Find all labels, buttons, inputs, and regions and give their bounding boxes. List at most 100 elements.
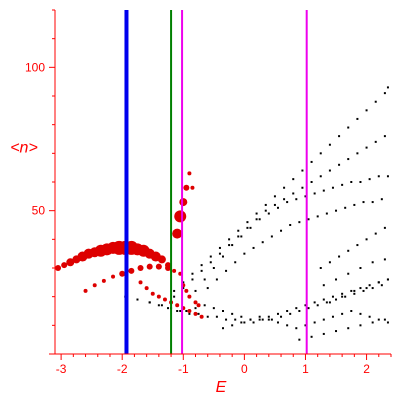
black-data-point (377, 281, 380, 284)
black-data-point (331, 186, 334, 189)
red-data-point (83, 288, 88, 293)
black-data-point (225, 269, 228, 272)
black-data-point (157, 304, 160, 307)
black-data-point (258, 218, 261, 221)
black-data-point (313, 321, 316, 324)
black-data-point (286, 310, 289, 312)
red-data-point (179, 198, 188, 207)
black-data-point (386, 175, 389, 178)
black-data-point (234, 261, 237, 264)
black-data-point (319, 175, 322, 178)
red-data-point (138, 280, 143, 285)
black-data-point (225, 318, 228, 321)
black-data-point (310, 160, 313, 163)
black-data-point (246, 221, 249, 224)
black-data-point (380, 284, 383, 287)
black-data-point (365, 238, 368, 241)
black-data-point (276, 206, 279, 209)
black-data-point (276, 312, 279, 315)
black-data-point (377, 175, 380, 178)
black-data-point (371, 321, 374, 324)
black-data-point (191, 278, 194, 281)
red-data-point (137, 265, 144, 271)
black-data-point (283, 186, 286, 189)
black-data-point (203, 278, 206, 281)
black-data-point (310, 335, 313, 338)
black-data-point (267, 318, 270, 321)
red-data-point (92, 283, 97, 288)
black-data-point (304, 304, 307, 307)
black-data-point (206, 287, 209, 290)
black-data-point (371, 201, 374, 204)
black-data-point (328, 301, 331, 304)
black-data-point (322, 332, 325, 335)
black-data-point (222, 310, 224, 312)
black-data-point (200, 264, 203, 267)
black-data-point (160, 304, 163, 307)
black-data-point (185, 310, 188, 312)
black-data-point (234, 318, 237, 321)
black-data-point (264, 209, 267, 212)
black-data-point (307, 307, 310, 310)
black-data-point (359, 287, 362, 290)
red-data-point (193, 311, 198, 316)
black-data-point (307, 218, 310, 221)
black-data-point (380, 198, 383, 201)
black-data-point (341, 312, 344, 315)
black-data-point (301, 169, 304, 172)
red-data-point (111, 274, 116, 279)
black-data-point (264, 203, 267, 206)
black-data-point (325, 212, 328, 215)
black-data-point (383, 135, 386, 138)
black-data-point (295, 307, 298, 310)
black-data-point (252, 321, 255, 324)
red-data-point (155, 263, 162, 270)
red-data-point (172, 228, 183, 239)
black-data-point (261, 241, 264, 244)
x-axis-label: E (216, 379, 227, 396)
black-data-point (194, 307, 197, 310)
black-data-point (237, 229, 240, 232)
black-data-point (356, 244, 359, 247)
black-data-point (292, 192, 295, 195)
black-data-point (331, 295, 334, 298)
red-data-point (162, 297, 167, 302)
black-data-point (231, 312, 234, 315)
black-data-point (267, 315, 270, 318)
red-data-point (101, 278, 106, 283)
black-data-point (304, 195, 307, 198)
x-tick-label: 1 (302, 362, 309, 376)
black-data-point (289, 312, 292, 315)
black-data-point (365, 146, 368, 149)
black-data-point (319, 152, 322, 155)
black-data-point (243, 252, 246, 255)
black-data-point (209, 261, 212, 264)
black-data-point (246, 226, 249, 229)
black-data-point (356, 117, 359, 120)
black-data-point (295, 198, 298, 201)
x-tick-label: 0 (241, 362, 248, 376)
black-data-point (322, 189, 325, 192)
black-data-point (228, 244, 231, 247)
black-data-point (273, 195, 276, 198)
black-data-point (212, 307, 215, 310)
red-data-point (172, 268, 177, 273)
black-data-point (276, 321, 279, 324)
black-data-point (188, 312, 191, 315)
black-data-point (280, 229, 283, 232)
black-data-point (298, 338, 301, 341)
black-data-point (228, 238, 231, 241)
red-data-point (61, 262, 68, 269)
black-data-point (383, 92, 386, 95)
black-data-point (353, 203, 356, 206)
black-data-point (273, 203, 276, 206)
black-data-point (289, 224, 292, 226)
black-data-point (347, 158, 350, 161)
red-data-point (119, 270, 126, 277)
vertical-lines-group (124, 10, 308, 354)
black-data-point (237, 235, 240, 238)
black-data-point (328, 169, 331, 172)
y-tick-label: 100 (25, 60, 45, 74)
black-data-point (377, 318, 380, 321)
black-data-point (191, 272, 194, 275)
